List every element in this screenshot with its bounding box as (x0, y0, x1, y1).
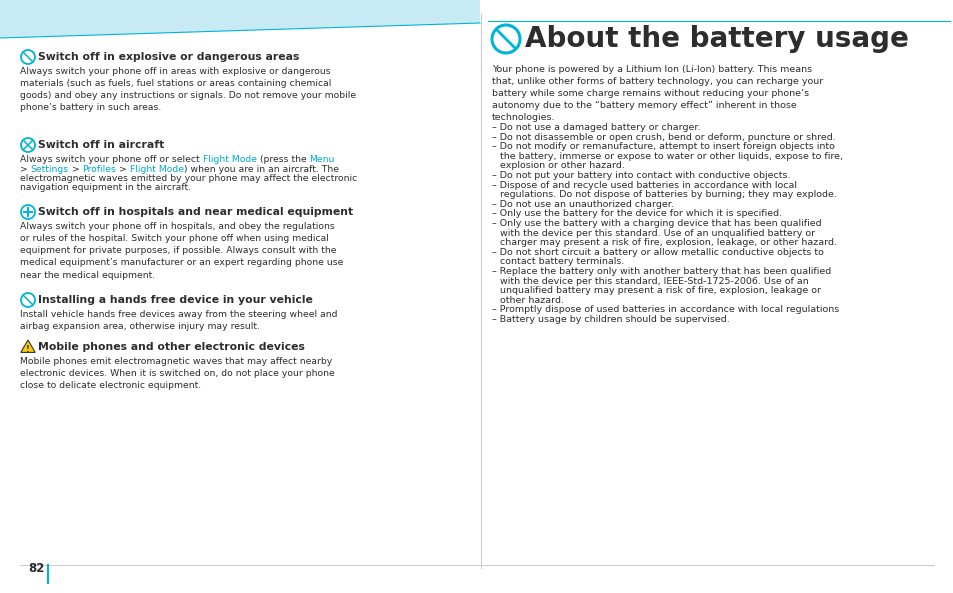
Text: – Promptly dispose of used batteries in accordance with local regulations: – Promptly dispose of used batteries in … (492, 305, 839, 314)
Text: – Do not put your battery into contact with conductive objects.: – Do not put your battery into contact w… (492, 171, 790, 180)
Text: electromagnetic waves emitted by your phone may affect the electronic: electromagnetic waves emitted by your ph… (20, 174, 356, 183)
Text: – Do not short circuit a battery or allow metallic conductive objects to: – Do not short circuit a battery or allo… (492, 248, 823, 257)
Polygon shape (0, 0, 479, 38)
Text: with the device per this standard. Use of an unqualified battery or: with the device per this standard. Use o… (499, 228, 814, 238)
Text: – Do not use a damaged battery or charger.: – Do not use a damaged battery or charge… (492, 123, 700, 132)
Text: (press the: (press the (256, 155, 309, 164)
Text: Flight Mode: Flight Mode (202, 155, 256, 164)
Text: Menu: Menu (309, 155, 335, 164)
Text: regulations. Do not dispose of batteries by burning; they may explode.: regulations. Do not dispose of batteries… (499, 190, 836, 199)
Text: Switch off in hospitals and near medical equipment: Switch off in hospitals and near medical… (38, 207, 353, 217)
Text: explosion or other hazard.: explosion or other hazard. (499, 161, 624, 170)
Text: >: > (20, 164, 30, 174)
Text: Settings: Settings (30, 164, 69, 174)
Text: charger may present a risk of fire, explosion, leakage, or other hazard.: charger may present a risk of fire, expl… (499, 238, 836, 247)
Text: Your phone is powered by a Lithium Ion (Li-Ion) battery. This means
that, unlike: Your phone is powered by a Lithium Ion (… (492, 65, 822, 122)
Text: navigation equipment in the aircraft.: navigation equipment in the aircraft. (20, 183, 191, 193)
Text: Installing a hands free device in your vehicle: Installing a hands free device in your v… (38, 295, 313, 305)
Text: ) when you are in an aircraft. The: ) when you are in an aircraft. The (184, 164, 339, 174)
Polygon shape (21, 340, 35, 352)
Text: – Only use the battery with a charging device that has been qualified: – Only use the battery with a charging d… (492, 219, 821, 228)
Text: – Do not disassemble or open crush, bend or deform, puncture or shred.: – Do not disassemble or open crush, bend… (492, 133, 835, 142)
Text: Profiles: Profiles (83, 164, 116, 174)
Text: Mobile phones emit electromagnetic waves that may affect nearby
electronic devic: Mobile phones emit electromagnetic waves… (20, 357, 335, 390)
Text: !: ! (26, 345, 30, 353)
Text: contact battery terminals.: contact battery terminals. (499, 257, 623, 266)
Text: 82: 82 (28, 562, 45, 575)
Text: Always switch your phone off in hospitals, and obey the regulations
or rules of : Always switch your phone off in hospital… (20, 222, 343, 280)
Text: Switch off in aircraft: Switch off in aircraft (38, 140, 164, 150)
Text: – Battery usage by children should be supervised.: – Battery usage by children should be su… (492, 315, 729, 324)
Text: Mobile phones and other electronic devices: Mobile phones and other electronic devic… (38, 342, 305, 352)
Text: Switch off in explosive or dangerous areas: Switch off in explosive or dangerous are… (38, 52, 299, 62)
Text: Always switch your phone off or select: Always switch your phone off or select (20, 155, 202, 164)
Text: About the battery usage: About the battery usage (524, 25, 908, 53)
Text: >: > (116, 164, 131, 174)
Text: unqualified battery may present a risk of fire, explosion, leakage or: unqualified battery may present a risk o… (499, 286, 821, 295)
Text: – Do not use an unauthorized charger.: – Do not use an unauthorized charger. (492, 200, 673, 209)
Text: the battery, immerse or expose to water or other liquids, expose to fire,: the battery, immerse or expose to water … (499, 152, 842, 161)
Text: – Do not modify or remanufacture, attempt to insert foreign objects into: – Do not modify or remanufacture, attemp… (492, 142, 834, 151)
Text: >: > (69, 164, 83, 174)
Text: other hazard.: other hazard. (499, 296, 563, 305)
Text: Always switch your phone off in areas with explosive or dangerous
materials (suc: Always switch your phone off in areas wi… (20, 67, 355, 113)
Text: – Only use the battery for the device for which it is specified.: – Only use the battery for the device fo… (492, 209, 781, 218)
Text: – Replace the battery only with another battery that has been qualified: – Replace the battery only with another … (492, 267, 830, 276)
Text: with the device per this standard, IEEE-Std-1725-2006. Use of an: with the device per this standard, IEEE-… (499, 276, 808, 286)
Text: Install vehicle hands free devices away from the steering wheel and
airbag expan: Install vehicle hands free devices away … (20, 310, 337, 331)
Text: Flight Mode: Flight Mode (131, 164, 184, 174)
Text: – Dispose of and recycle used batteries in accordance with local: – Dispose of and recycle used batteries … (492, 181, 796, 190)
